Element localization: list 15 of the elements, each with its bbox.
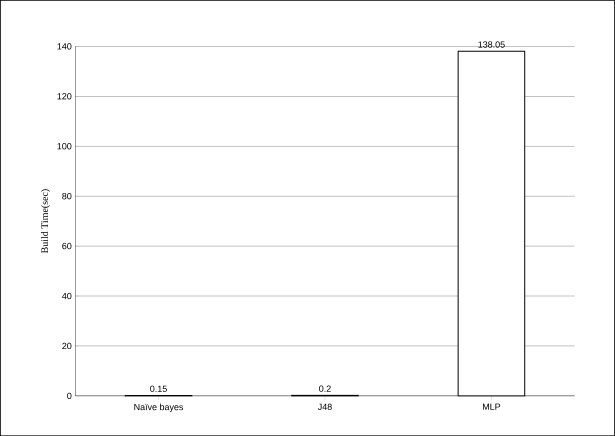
y-tick-label: 20 <box>62 342 72 350</box>
x-tick-label: J48 <box>318 404 332 410</box>
y-axis-title: Build Time(sec) <box>40 189 50 254</box>
data-label: 0.15 <box>150 386 167 392</box>
data-label: 0.2 <box>319 385 331 392</box>
x-tick-label: MLP <box>482 404 500 410</box>
y-tick-label: 0 <box>67 392 72 399</box>
y-tick-label: 120 <box>58 92 72 100</box>
y-tick-label: 60 <box>62 242 72 250</box>
x-tick-label: Naïve bayes <box>134 404 184 412</box>
y-tick-label: 100 <box>58 142 72 150</box>
y-tick-label: 140 <box>58 43 72 50</box>
data-label: 138.05 <box>478 41 505 48</box>
y-tick-label: 80 <box>62 192 72 200</box>
y-tick-label: 40 <box>62 292 72 300</box>
